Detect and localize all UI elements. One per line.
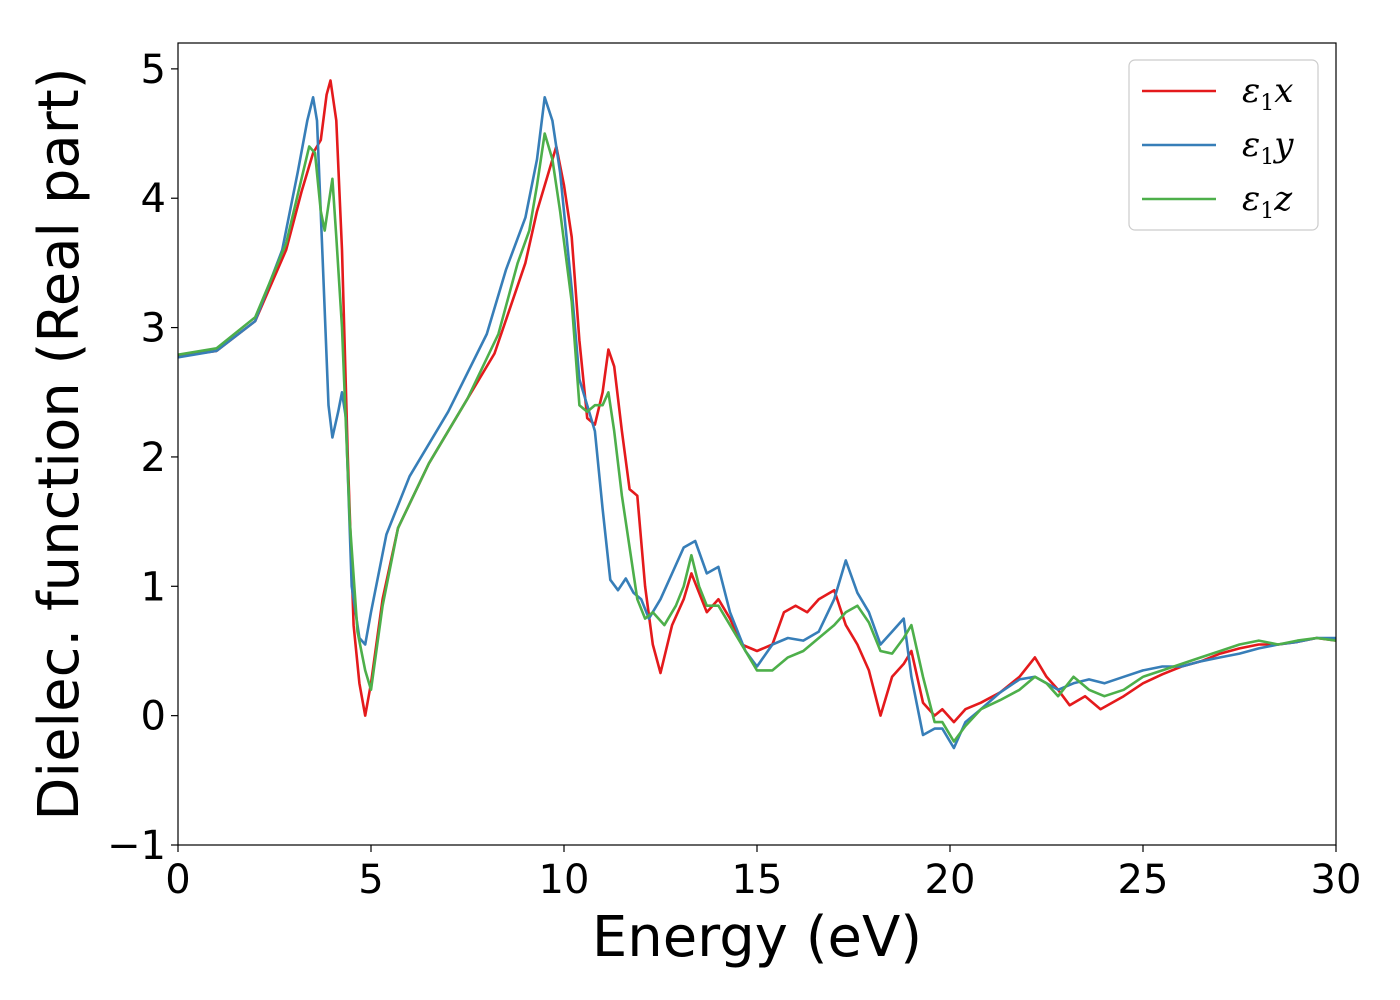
- y-tick-label: 4: [141, 176, 166, 222]
- y-tick-label: 5: [141, 47, 166, 93]
- x-tick-label: 5: [358, 857, 383, 903]
- y-tick-label: 0: [141, 694, 166, 740]
- x-tick-label: 20: [925, 857, 976, 903]
- x-tick-label: 10: [539, 857, 590, 903]
- y-tick-label: 3: [141, 306, 166, 352]
- legend-box: [1128, 59, 1319, 231]
- x-axis-title: Energy (eV): [592, 905, 922, 970]
- x-tick-label: 15: [732, 857, 783, 903]
- y-tick-label: 1: [141, 564, 166, 610]
- series-line-x: [178, 79, 1336, 724]
- y-tick-label: −1: [107, 823, 166, 869]
- legend-entries: ε1x ε1y ε1z: [1142, 71, 1294, 224]
- legend: ε1x ε1y ε1z: [1128, 59, 1319, 231]
- y-axis-title: Dielec. function (Real part): [27, 67, 92, 820]
- series-layer: [178, 79, 1336, 750]
- legend-label-z: ε1z: [1242, 179, 1293, 224]
- legend-label-x: ε1x: [1242, 71, 1293, 116]
- x-tick-label: 0: [165, 857, 190, 903]
- y-tick-label: 2: [141, 435, 166, 481]
- series-line-y: [178, 96, 1336, 750]
- legend-label-y: ε1y: [1242, 125, 1294, 170]
- x-tick-label: 30: [1311, 857, 1362, 903]
- series-line-z: [178, 132, 1336, 743]
- x-tick-label: 25: [1118, 857, 1169, 903]
